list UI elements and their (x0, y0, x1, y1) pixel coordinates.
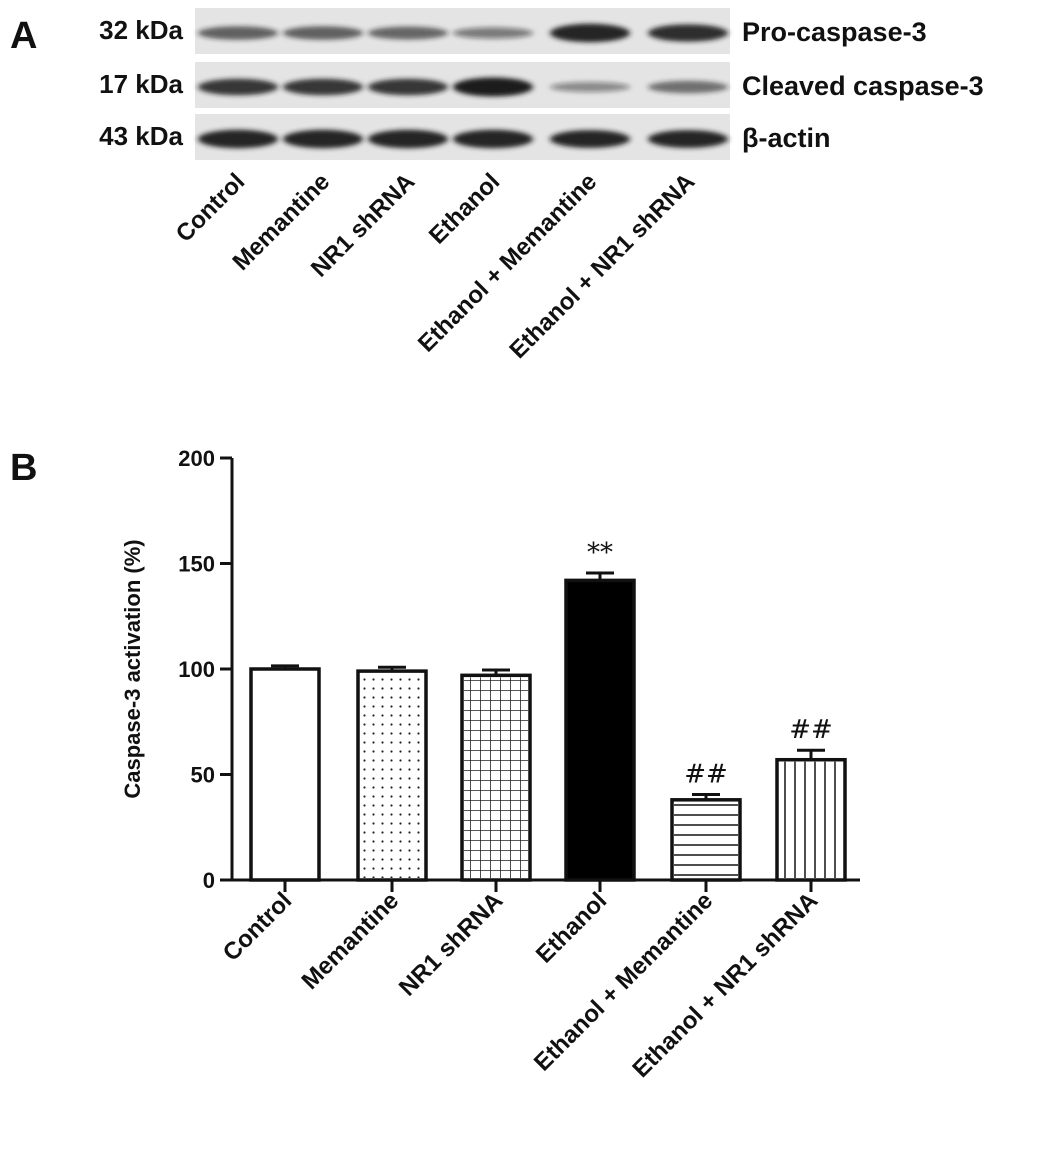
y-tick-label: 200 (178, 446, 215, 471)
protein-label: β-actin (742, 123, 831, 153)
blot-band (198, 78, 278, 96)
blot-band (648, 80, 728, 94)
protein-label: Cleaved caspase-3 (742, 71, 984, 101)
x-tick-label: Ethanol + Memantine (529, 887, 718, 1076)
lane-label: Ethanol (424, 168, 505, 249)
bar-pattern (674, 801, 738, 878)
y-tick-label: 50 (191, 763, 215, 788)
bar (564, 578, 636, 882)
blot-band (283, 129, 363, 149)
blot-band (550, 23, 630, 43)
blot-band (198, 129, 278, 149)
y-tick-label: 150 (178, 552, 215, 577)
molecular-weight-label: 17 kDa (99, 69, 183, 99)
y-axis-title: Caspase-3 activation (%) (120, 539, 145, 798)
western-blot: 32 kDa Pro-caspase-3 17 kDa Cleaved caspase… (99, 8, 984, 160)
molecular-weight-label: 32 kDa (99, 15, 183, 45)
x-tick-label: Control (218, 887, 297, 966)
blot-band (453, 129, 533, 149)
blot-band (453, 77, 533, 97)
molecular-weight-label: 43 kDa (99, 121, 183, 151)
protein-label: Pro-caspase-3 (742, 17, 927, 47)
bar-chart: 0 50 100 150 200 Caspase-3 activation (%) Cont… (120, 446, 860, 1083)
blot-band (648, 24, 728, 42)
blot-band (550, 130, 630, 148)
blot-band (550, 82, 630, 92)
blot-band (283, 26, 363, 40)
blot-band (368, 129, 448, 149)
y-tick-label: 0 (203, 868, 215, 893)
x-tick-label: Ethanol (531, 887, 612, 968)
bar-pattern (360, 673, 424, 878)
blot-band (648, 130, 728, 148)
blot-band (368, 78, 448, 96)
x-tick-label: Memantine (297, 887, 405, 995)
significance-annotation: ** (587, 538, 613, 568)
lane-label: Ethanol + Memantine (413, 168, 602, 357)
significance-annotation: ## (789, 715, 833, 745)
blot-band (198, 26, 278, 40)
significance-annotation: ## (684, 760, 728, 790)
panel-b-letter: B (10, 447, 37, 489)
x-tick-label: Ethanol + NR1 shRNA (627, 887, 823, 1083)
blot-band (283, 78, 363, 96)
x-tick-label: NR1 shRNA (394, 887, 508, 1001)
y-tick-label: 100 (178, 657, 215, 682)
bar-pattern (464, 677, 528, 878)
panel-a-letter: A (10, 15, 37, 57)
lane-label: Control (171, 168, 250, 247)
blot-band (453, 27, 533, 39)
blot-band (368, 26, 448, 40)
lane-label: Ethanol + NR1 shRNA (504, 168, 700, 364)
bar-pattern (779, 761, 843, 878)
bar (249, 667, 321, 882)
